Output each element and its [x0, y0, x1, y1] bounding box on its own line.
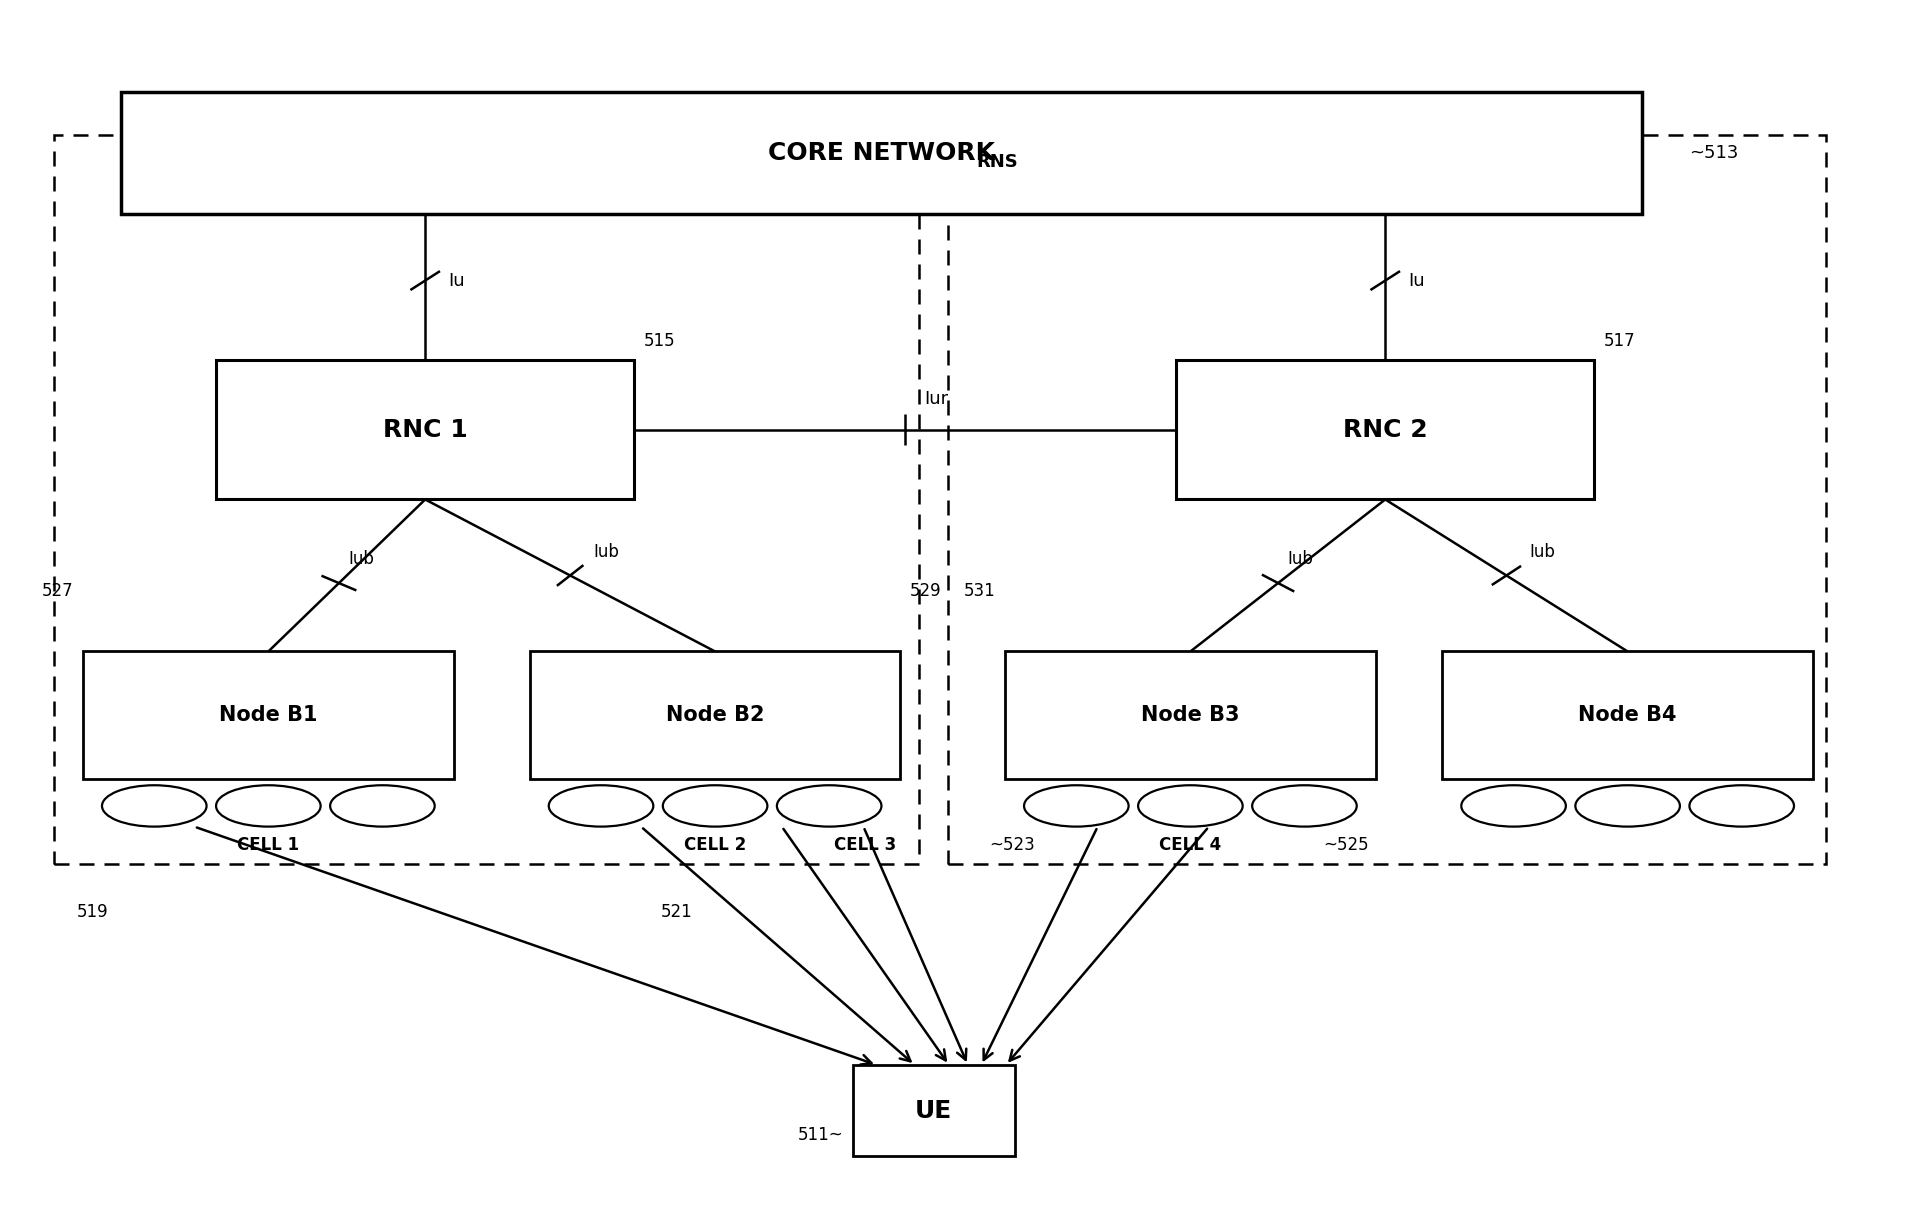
- Text: RNC 1: RNC 1: [383, 417, 467, 442]
- Text: Iub: Iub: [593, 542, 618, 561]
- Text: CELL 4: CELL 4: [1158, 836, 1221, 855]
- FancyBboxPatch shape: [530, 652, 900, 779]
- Text: 531: 531: [963, 582, 995, 600]
- FancyBboxPatch shape: [82, 652, 454, 779]
- Text: ~513: ~513: [1688, 144, 1738, 162]
- Text: Iub: Iub: [1529, 542, 1554, 561]
- Ellipse shape: [662, 785, 768, 827]
- Text: Iur: Iur: [924, 390, 947, 407]
- Ellipse shape: [216, 785, 320, 827]
- Text: Node B3: Node B3: [1141, 705, 1238, 726]
- Text: RNC 2: RNC 2: [1342, 417, 1426, 442]
- Ellipse shape: [1137, 785, 1242, 827]
- Text: Node B2: Node B2: [666, 705, 764, 726]
- Text: UE: UE: [915, 1098, 951, 1123]
- Text: 511~: 511~: [798, 1125, 842, 1144]
- Ellipse shape: [777, 785, 880, 827]
- Ellipse shape: [1575, 785, 1679, 827]
- Ellipse shape: [329, 785, 434, 827]
- Text: Iub: Iub: [1286, 551, 1313, 568]
- Ellipse shape: [549, 785, 653, 827]
- Text: Iu: Iu: [1407, 272, 1424, 289]
- FancyBboxPatch shape: [1175, 359, 1594, 499]
- Text: 519: 519: [77, 903, 109, 921]
- Ellipse shape: [1024, 785, 1127, 827]
- Text: Node B1: Node B1: [218, 705, 318, 726]
- Ellipse shape: [1460, 785, 1566, 827]
- FancyBboxPatch shape: [1441, 652, 1813, 779]
- Text: Iu: Iu: [448, 272, 465, 289]
- FancyBboxPatch shape: [1005, 652, 1374, 779]
- FancyBboxPatch shape: [54, 134, 919, 865]
- Ellipse shape: [1252, 785, 1355, 827]
- Text: CELL 2: CELL 2: [683, 836, 746, 855]
- Text: 529: 529: [909, 582, 942, 600]
- Ellipse shape: [1688, 785, 1793, 827]
- Text: Iub: Iub: [348, 551, 373, 568]
- Text: 515: 515: [643, 332, 676, 349]
- Text: 517: 517: [1604, 332, 1635, 349]
- Text: CELL 3: CELL 3: [833, 836, 896, 855]
- FancyBboxPatch shape: [121, 92, 1640, 214]
- Text: CORE NETWORK: CORE NETWORK: [768, 141, 995, 165]
- Text: ~525: ~525: [1323, 836, 1369, 855]
- Text: RNS: RNS: [976, 153, 1018, 171]
- FancyBboxPatch shape: [947, 134, 1826, 865]
- FancyBboxPatch shape: [216, 359, 634, 499]
- FancyBboxPatch shape: [852, 1065, 1014, 1156]
- Ellipse shape: [101, 785, 207, 827]
- Text: Node B4: Node B4: [1577, 705, 1677, 726]
- Text: ~523: ~523: [990, 836, 1035, 855]
- Text: 527: 527: [42, 582, 73, 600]
- Text: CELL 1: CELL 1: [237, 836, 299, 855]
- Text: 521: 521: [660, 903, 693, 921]
